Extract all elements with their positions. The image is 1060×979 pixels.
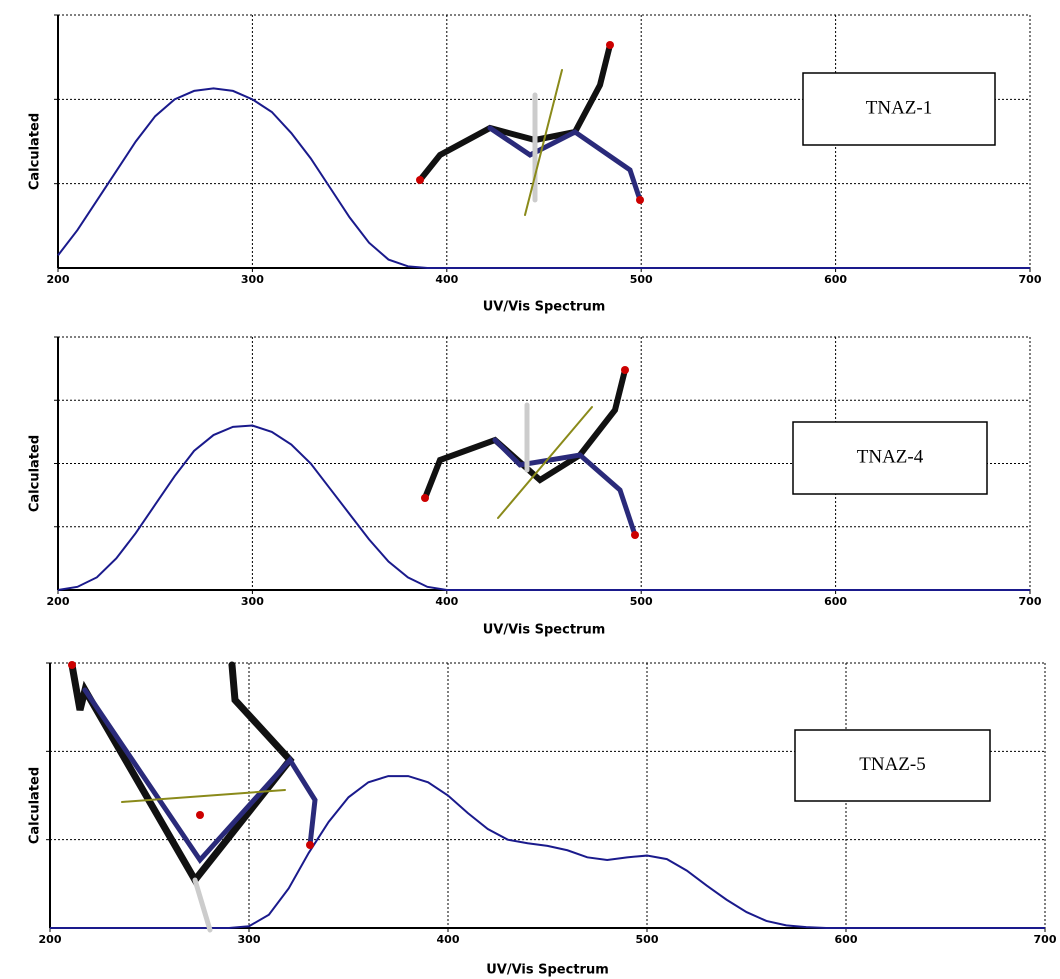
x-tick-label: 700: [1019, 273, 1042, 286]
x-tick-label: 300: [241, 595, 264, 608]
x-tick-label: 700: [1019, 595, 1042, 608]
x-tick-label: 500: [630, 273, 653, 286]
x-tick-label: 600: [835, 933, 858, 946]
x-tick-label: 200: [47, 273, 70, 286]
x-tick-label: 700: [1034, 933, 1057, 946]
x-tick-label: 600: [824, 273, 847, 286]
molecule-image: [421, 366, 639, 539]
x-tick-label: 400: [435, 595, 458, 608]
page: 200 300 400 500 600 700 UV/Vis Spectrum Calcula…: [0, 0, 1060, 979]
annotation: TNAZ-5: [859, 754, 925, 775]
x-tick-label: 400: [435, 273, 458, 286]
x-tick-label: 400: [437, 933, 460, 946]
x-tick-label: 300: [241, 273, 264, 286]
annotation: TNAZ-4: [857, 446, 924, 467]
x-axis-label: UV/Vis Spectrum: [483, 300, 606, 315]
y-axis-label: Calculated: [28, 435, 43, 512]
y-axis-label: Calculated: [28, 113, 43, 190]
molecule-image: [416, 41, 644, 215]
molecule-image: [68, 661, 315, 930]
x-tick-label: 200: [39, 933, 62, 946]
x-tick-label: 300: [238, 933, 261, 946]
x-axis-label: UV/Vis Spectrum: [486, 963, 609, 978]
x-tick-label: 600: [824, 595, 847, 608]
x-tick-label: 500: [636, 933, 659, 946]
chart-panel: 200 300 400 500 600 700 UV/Vis Spectrum Calcula…: [28, 663, 1057, 978]
x-tick-label: 500: [630, 595, 653, 608]
y-axis-label: Calculated: [28, 767, 43, 844]
annotation: TNAZ-1: [866, 97, 932, 118]
x-axis-label: UV/Vis Spectrum: [483, 623, 606, 638]
chart-panel: 200 300 400 500 600 700 UV/Vis Spectrum Calcula…: [28, 337, 1042, 638]
x-tick-label: 200: [47, 595, 70, 608]
